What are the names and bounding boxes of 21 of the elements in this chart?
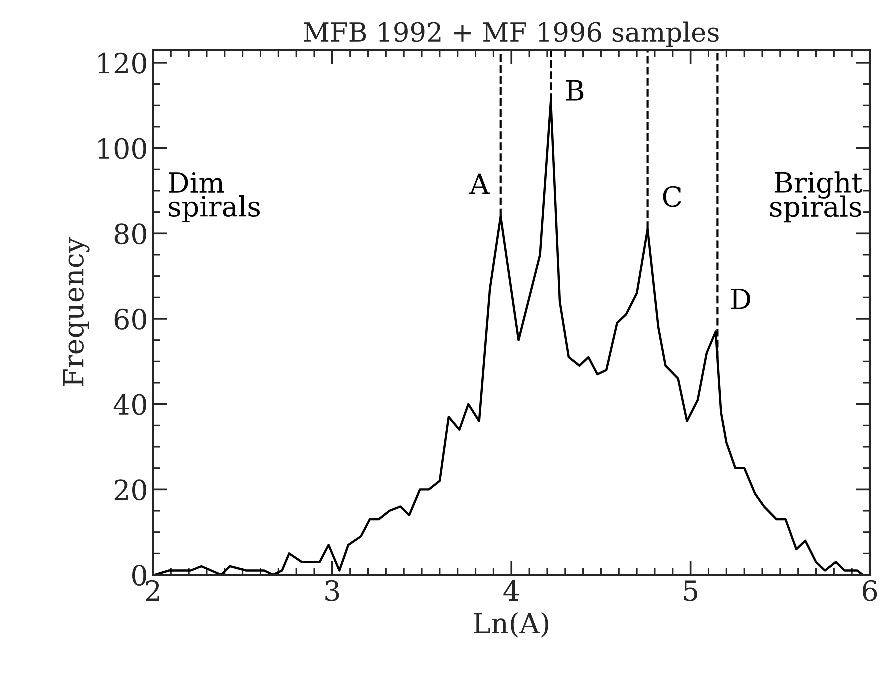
y-tick-label: 60	[114, 308, 147, 330]
x-axis-title: Ln(A)	[474, 612, 548, 638]
y-tick-label: 40	[114, 394, 147, 416]
y-tick-label: 100	[98, 138, 147, 160]
x-tick-label: 4	[504, 580, 520, 601]
y-tick-label: 20	[114, 480, 147, 501]
y-tick-label: 80	[114, 224, 147, 245]
x-tick-label: 2	[146, 580, 160, 601]
y-axis-title: Frequency	[63, 238, 90, 386]
annotation: Dim spirals	[169, 172, 260, 222]
chart-title: MFB 1992 + MF 1996 samples	[304, 22, 719, 48]
y-tick-label: 120	[98, 52, 147, 74]
x-tick-label: 5	[684, 580, 698, 602]
x-tick-label: 3	[326, 580, 340, 602]
x-tick-label: 6	[863, 580, 878, 602]
annotation: A	[470, 174, 490, 194]
y-tick-label: 0	[132, 564, 147, 586]
annotation: D	[731, 289, 750, 310]
annotation: Bright spirals	[770, 172, 863, 223]
annotation: B	[566, 80, 584, 101]
annotation: C	[663, 186, 682, 208]
